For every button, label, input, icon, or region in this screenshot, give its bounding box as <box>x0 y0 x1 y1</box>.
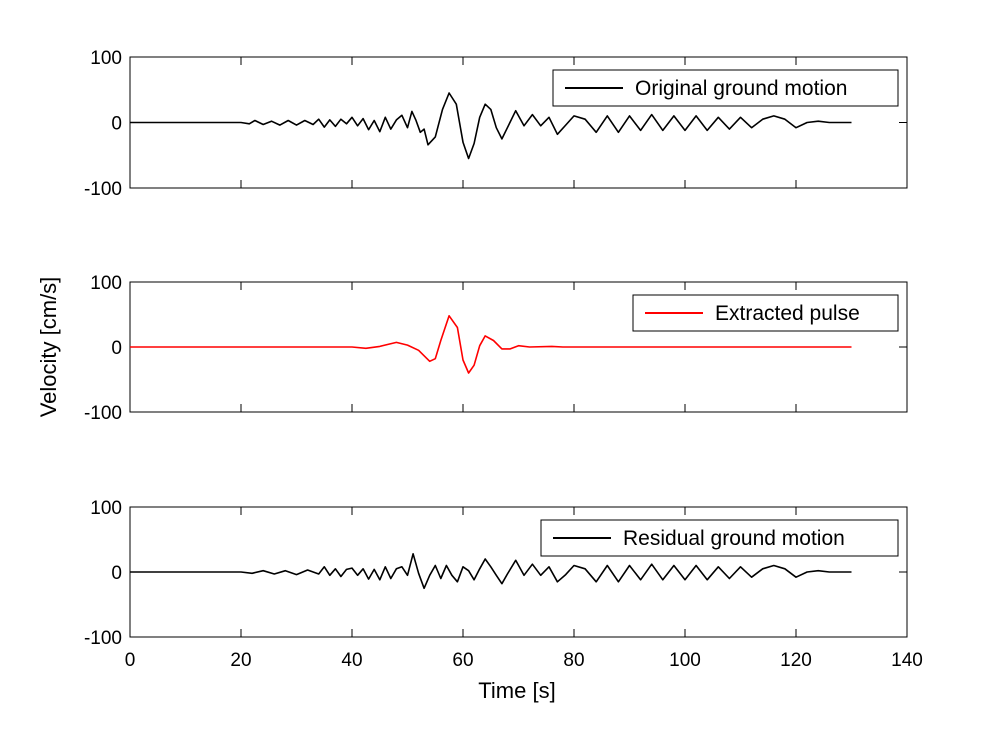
y-tick-label: 100 <box>90 273 122 294</box>
x-tick-label: 40 <box>341 650 362 671</box>
y-axis-label: Velocity [cm/s] <box>36 277 61 418</box>
series-line-1 <box>130 92 852 160</box>
x-axis-label: Time [s] <box>478 678 555 703</box>
x-tick-label: 60 <box>452 650 473 671</box>
x-tick-label: 120 <box>780 650 812 671</box>
series-line-2 <box>130 315 852 374</box>
y-tick-label: 0 <box>111 563 122 584</box>
x-tick-label: 80 <box>563 650 584 671</box>
y-tick-label: 0 <box>111 114 122 135</box>
legend-label: Original ground motion <box>635 77 847 100</box>
x-tick-label: 100 <box>669 650 701 671</box>
x-tick-label: 0 <box>125 650 136 671</box>
legend-box <box>552 69 899 107</box>
legend-label: Residual ground motion <box>623 527 845 550</box>
y-tick-label: -100 <box>84 179 122 200</box>
legend-label: Extracted pulse <box>715 302 860 325</box>
series-line-3 <box>130 553 852 590</box>
y-tick-label: 100 <box>90 498 122 519</box>
y-tick-label: -100 <box>84 403 122 424</box>
x-tick-label: 140 <box>891 650 923 671</box>
y-tick-label: 100 <box>90 48 122 69</box>
y-tick-label: -100 <box>84 628 122 649</box>
y-tick-label: 0 <box>111 338 122 359</box>
x-tick-label: 20 <box>230 650 251 671</box>
